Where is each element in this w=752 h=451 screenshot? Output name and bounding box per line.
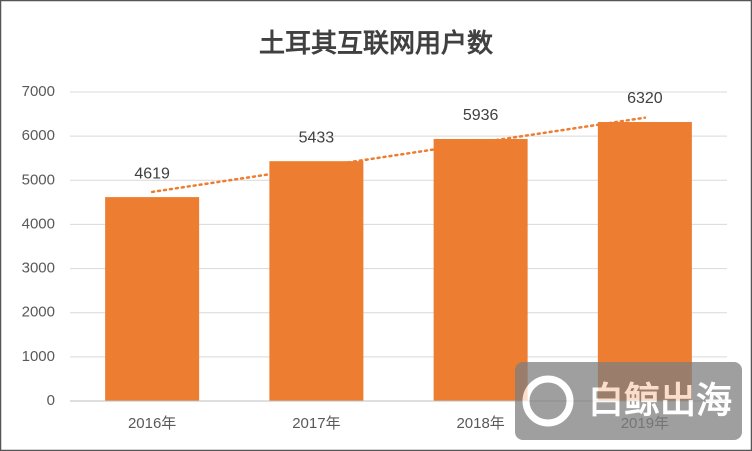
y-tick-label: 0 xyxy=(47,392,55,409)
y-tick-label: 5000 xyxy=(22,171,55,188)
data-label: 4619 xyxy=(134,165,170,182)
bar xyxy=(269,161,364,401)
y-tick-label: 3000 xyxy=(22,260,55,277)
bar xyxy=(105,197,200,401)
y-tick-label: 1000 xyxy=(22,348,55,365)
bar xyxy=(597,122,692,401)
data-label: 5936 xyxy=(463,107,499,124)
trendline xyxy=(150,116,647,194)
plot-area: 0 1000 2000 3000 4000 5000 6000 7000 2016年 4619 20… xyxy=(22,83,727,432)
data-label: 5433 xyxy=(299,129,335,146)
x-tick-label: 2016年 xyxy=(128,415,176,432)
watermark-box xyxy=(515,362,742,440)
bar xyxy=(433,138,528,401)
watermark-text: 白鲸出海 xyxy=(588,380,732,421)
x-tick-label: 2018年 xyxy=(456,415,504,432)
watermark: 白鲸出海 xyxy=(515,362,742,440)
y-tick-label: 2000 xyxy=(22,304,55,321)
y-tick-label: 6000 xyxy=(22,127,55,144)
y-tick-label: 4000 xyxy=(22,215,55,232)
watermark-logo xyxy=(522,375,574,427)
chart-title: 土耳其互联网用户数 xyxy=(259,28,494,58)
x-tick-label: 2017年 xyxy=(292,415,340,432)
y-tick-label: 7000 xyxy=(22,83,55,100)
data-label: 6320 xyxy=(627,90,663,107)
